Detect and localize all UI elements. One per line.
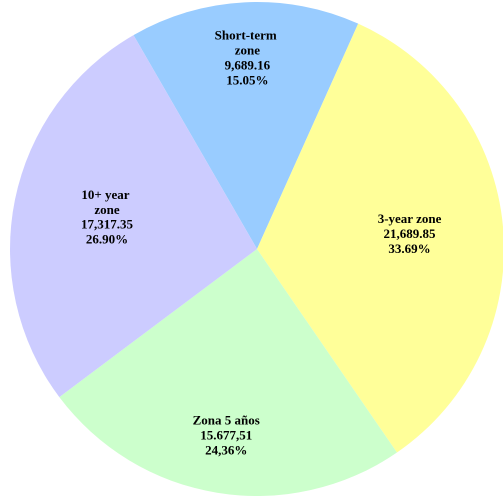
- slice-value-label: 21,689.85: [384, 226, 437, 241]
- pie-slice: [257, 23, 503, 453]
- slice-value-label: 9,689.16: [225, 58, 271, 73]
- slice-category-label: 10+ year zone: [81, 187, 132, 217]
- slice-percentage-label: 33.69%: [388, 241, 430, 256]
- pie-slice: [133, 1, 359, 249]
- pie-slice: [10, 35, 258, 398]
- slice-value-label: 15.677,51: [200, 428, 252, 443]
- pie-slice: [59, 249, 397, 497]
- slice-percentage-label: 15.05%: [226, 73, 268, 88]
- slice-percentage-label: 26.90%: [86, 232, 128, 247]
- slice-category-label: 3-year zone: [378, 211, 442, 226]
- slice-category-label: Short-term zone: [215, 28, 280, 58]
- slice-value-label: 17,317.35: [81, 217, 134, 232]
- slice-percentage-label: 24,36%: [205, 443, 247, 458]
- slice-category-label: Zona 5 años: [193, 413, 260, 428]
